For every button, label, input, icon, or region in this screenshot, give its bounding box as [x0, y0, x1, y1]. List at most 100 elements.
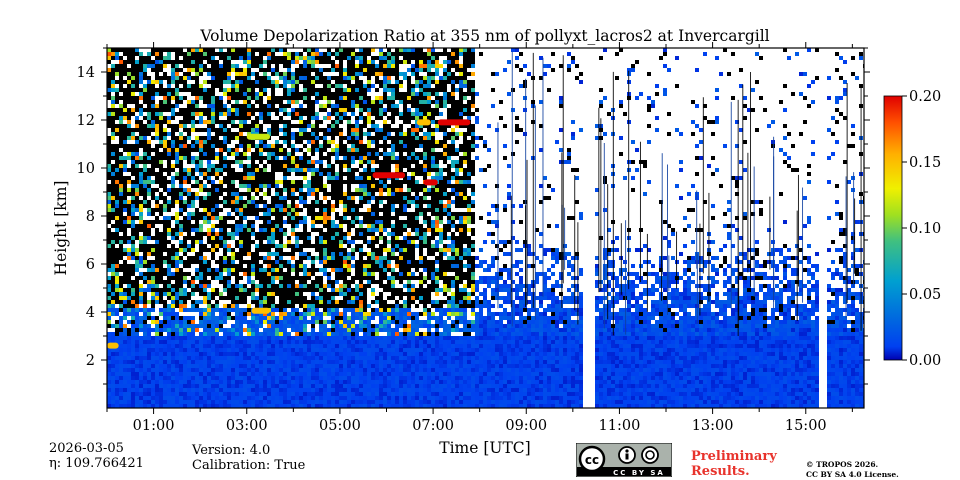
heatmap-cell [167, 308, 171, 312]
heatmap-cell [267, 192, 271, 196]
heatmap-cell [143, 160, 147, 164]
heatmap-cell [347, 212, 351, 216]
heatmap-cell [363, 344, 367, 348]
heatmap-cell [171, 324, 175, 328]
heatmap-cell [251, 372, 255, 376]
heatmap-cell [263, 396, 267, 400]
heatmap-cell [291, 132, 295, 136]
heatmap-cell [239, 308, 243, 312]
heatmap-cell [331, 60, 335, 64]
heatmap-cell [343, 272, 347, 276]
heatmap-cell [287, 332, 291, 336]
heatmap-cell [207, 156, 211, 160]
heatmap-cell [191, 200, 195, 204]
heatmap-cell [315, 300, 319, 304]
heatmap-cell [203, 52, 207, 56]
heatmap-cell [263, 52, 267, 56]
heatmap-cell [347, 284, 351, 288]
heatmap-cell [327, 320, 331, 324]
heatmap-cell [227, 268, 231, 272]
heatmap-cell [195, 388, 199, 392]
heatmap-cell [115, 152, 119, 156]
heatmap-cell [271, 100, 275, 104]
heatmap-cell [147, 152, 151, 156]
heatmap-cell [179, 200, 183, 204]
heatmap-cell [339, 192, 343, 196]
heatmap-cell [187, 372, 191, 376]
heatmap-cell [155, 200, 159, 204]
heatmap-cell [187, 156, 191, 160]
heatmap-cell [319, 144, 323, 148]
heatmap-cell [195, 208, 199, 212]
heatmap-cell [275, 216, 279, 220]
heatmap-cell [147, 224, 151, 228]
heatmap-cell [275, 236, 279, 240]
heatmap-cell [351, 132, 355, 136]
heatmap-cell [247, 344, 251, 348]
heatmap-cell [327, 272, 331, 276]
heatmap-cell [287, 180, 291, 184]
heatmap-cell [267, 372, 271, 376]
heatmap-cell [151, 220, 155, 224]
heatmap-cell [323, 224, 327, 228]
heatmap-cell [139, 80, 143, 84]
heatmap-cell [323, 284, 327, 288]
heatmap-cell [295, 208, 299, 212]
heatmap-cell [131, 344, 135, 348]
heatmap-cell [235, 368, 239, 372]
heatmap-cell [315, 396, 319, 400]
heatmap-cell [203, 188, 207, 192]
heatmap-cell [159, 292, 163, 296]
heatmap-cell [219, 172, 223, 176]
heatmap-cell [351, 216, 355, 220]
heatmap-cell [203, 380, 207, 384]
heatmap-cell [243, 208, 247, 212]
heatmap-cell [219, 152, 223, 156]
heatmap-cell [287, 188, 291, 192]
heatmap-cell [143, 304, 147, 308]
heatmap-cell [195, 92, 199, 96]
heatmap-cell [259, 172, 263, 176]
heatmap-cell [311, 192, 315, 196]
heatmap-cell [187, 292, 191, 296]
heatmap-cell [359, 396, 363, 400]
heatmap-cell [307, 188, 311, 192]
heatmap-cell [227, 72, 231, 76]
heatmap-cell [143, 328, 147, 332]
heatmap-cell [175, 288, 179, 292]
heatmap-cell [319, 280, 323, 284]
heatmap-cell [167, 260, 171, 264]
heatmap-cell [203, 348, 207, 352]
heatmap-cell [215, 72, 219, 76]
heatmap-cell [291, 100, 295, 104]
heatmap-cell [215, 276, 219, 280]
heatmap-cell [267, 144, 271, 148]
heatmap-cell [327, 312, 331, 316]
heatmap-cell [155, 156, 159, 160]
heatmap-cell [147, 252, 151, 256]
heatmap-cell [311, 64, 315, 68]
heatmap-cell [271, 272, 275, 276]
heatmap-cell [159, 236, 163, 240]
heatmap-cell [331, 320, 335, 324]
heatmap-cell [339, 376, 343, 380]
heatmap-cell [111, 88, 115, 92]
heatmap-cell [359, 312, 363, 316]
heatmap-cell [339, 152, 343, 156]
heatmap-cell [327, 96, 331, 100]
heatmap-cell [251, 212, 255, 216]
heatmap-cell [295, 300, 299, 304]
heatmap-cell [231, 388, 235, 392]
heatmap-cell [243, 344, 247, 348]
heatmap-cell [343, 324, 347, 328]
heatmap-cell [351, 156, 355, 160]
heatmap-cell [231, 396, 235, 400]
heatmap-cell [211, 88, 215, 92]
heatmap-cell [215, 164, 219, 168]
heatmap-cell [123, 312, 127, 316]
heatmap-cell [339, 80, 343, 84]
heatmap-cell [135, 72, 139, 76]
heatmap-cell [215, 360, 219, 364]
heatmap-cell [295, 396, 299, 400]
heatmap-cell [299, 328, 303, 332]
